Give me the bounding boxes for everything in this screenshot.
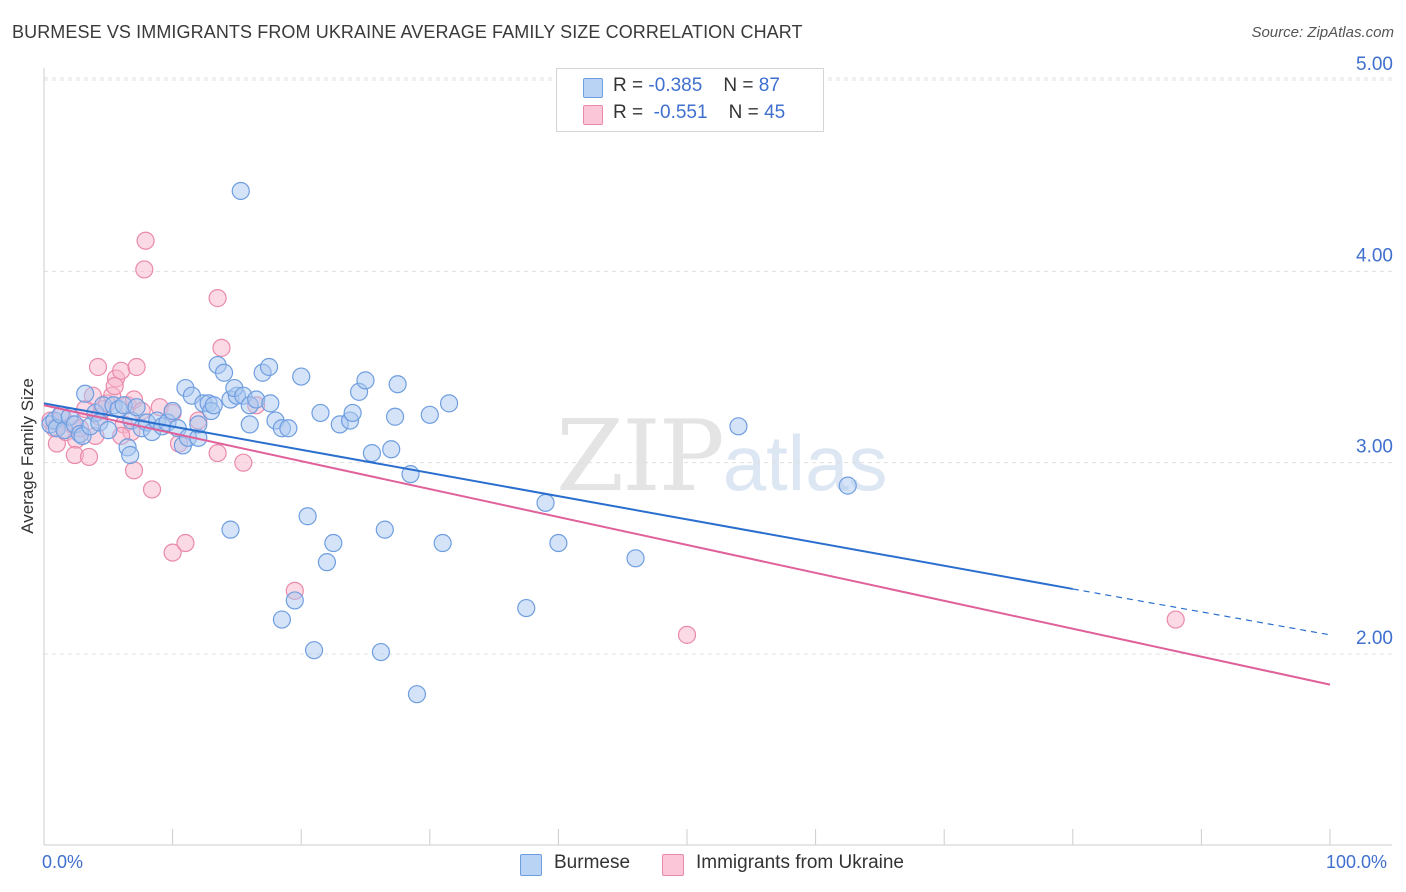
burmese-swatch xyxy=(583,78,603,98)
burmese-point-85 xyxy=(517,598,536,618)
ukraine-swatch xyxy=(583,105,603,125)
burmese-point-36 xyxy=(189,415,208,434)
y-tick-labels: 2.00 3.00 4.00 5.00 xyxy=(1356,54,1393,649)
ukraine-point-28 xyxy=(124,461,144,480)
burmese-point-62 xyxy=(382,440,401,459)
series-legend: Burmese Immigrants from Ukraine xyxy=(0,852,1406,878)
ukraine-point-35 xyxy=(208,289,227,308)
legend-label-burmese: Burmese xyxy=(554,852,631,873)
ukraine-point-45 xyxy=(1166,610,1185,629)
burmese-point-61 xyxy=(362,444,382,463)
ukraine-point-25 xyxy=(88,357,108,377)
grid-lines xyxy=(44,77,1392,655)
stats-text-ukraine: R = -0.551 N = 45 xyxy=(613,102,786,123)
burmese-point-72 xyxy=(375,520,394,539)
burmese-point-64 xyxy=(388,375,407,394)
x-tick-label-min: 0.0% xyxy=(42,852,84,872)
source-label: Source: ZipAtlas.com xyxy=(1251,24,1394,41)
burmese-point-81 xyxy=(285,591,304,610)
watermark-zip: ZIP xyxy=(556,400,725,514)
burmese-point-50 xyxy=(261,394,280,413)
burmese-point-60 xyxy=(343,403,362,423)
ukraine-legend-swatch xyxy=(662,854,684,876)
burmese-point-82 xyxy=(304,641,324,660)
stats-legend: R = -0.385 N = 87 R = -0.551 N = 45 xyxy=(556,68,824,132)
burmese-trend-line xyxy=(43,402,1073,590)
burmese-point-70 xyxy=(324,533,343,553)
burmese-point-47 xyxy=(240,415,259,434)
burmese-point-55 xyxy=(311,403,330,423)
burmese-point-53 xyxy=(279,419,298,438)
burmese-point-77 xyxy=(626,549,645,568)
burmese-point-49 xyxy=(259,357,279,377)
burmese-point-27 xyxy=(163,401,182,421)
burmese-point-54 xyxy=(292,367,311,386)
ukraine-point-36 xyxy=(212,338,231,357)
burmese-point-40 xyxy=(204,396,223,415)
ukraine-series xyxy=(41,231,1185,644)
ukraine-point-44 xyxy=(677,625,697,644)
ukraine-point-26 xyxy=(105,377,124,396)
burmese-point-79 xyxy=(838,476,857,495)
y-tick-label-3: 5.00 xyxy=(1356,54,1393,75)
y-tick-label-1: 3.00 xyxy=(1356,437,1393,458)
burmese-point-75 xyxy=(536,493,555,512)
burmese-trend-extension xyxy=(1072,588,1331,636)
burmese-series xyxy=(41,181,857,704)
ukraine-point-23 xyxy=(127,357,146,377)
ukraine-point-42 xyxy=(176,533,195,553)
burmese-point-20 xyxy=(127,398,146,417)
ukraine-trend-line xyxy=(43,404,1331,686)
ukraine-point-18 xyxy=(112,361,131,380)
trend-lines xyxy=(43,402,1331,686)
chart-title: BURMESE VS IMMIGRANTS FROM UKRAINE AVERA… xyxy=(12,22,803,42)
burmese-point-9 xyxy=(76,384,95,403)
ukraine-point-41 xyxy=(163,543,182,562)
burmese-point-68 xyxy=(221,520,240,539)
burmese-legend-swatch xyxy=(520,854,542,876)
burmese-point-73 xyxy=(433,533,452,553)
axes xyxy=(43,68,1392,846)
ukraine-point-39 xyxy=(208,444,227,463)
ukraine-point-29 xyxy=(142,480,162,499)
y-axis-label: Average Family Size xyxy=(18,378,37,534)
y-tick-label-0: 2.00 xyxy=(1356,628,1393,649)
burmese-point-65 xyxy=(420,405,439,424)
burmese-point-76 xyxy=(549,533,568,553)
ukraine-point-10 xyxy=(79,447,99,467)
burmese-point-14 xyxy=(99,421,118,440)
burmese-point-71 xyxy=(317,553,337,572)
x-tick-label-max: 100.0% xyxy=(1326,852,1388,872)
ukraine-point-40 xyxy=(234,453,253,472)
y-tick-label-2: 4.00 xyxy=(1356,245,1393,266)
burmese-point-84 xyxy=(407,685,427,704)
ukraine-point-33 xyxy=(136,231,155,250)
legend-label-ukraine: Immigrants from Ukraine xyxy=(696,852,904,873)
burmese-point-63 xyxy=(385,407,405,426)
burmese-point-66 xyxy=(439,394,459,413)
burmese-point-80 xyxy=(272,610,292,629)
stats-text-burmese: R = -0.385 N = 87 xyxy=(613,75,780,96)
burmese-point-86 xyxy=(121,445,140,465)
burmese-point-67 xyxy=(231,181,250,201)
burmese-point-39 xyxy=(214,363,234,382)
ukraine-point-34 xyxy=(135,260,154,279)
burmese-point-83 xyxy=(371,642,391,662)
burmese-point-69 xyxy=(298,507,317,526)
burmese-point-78 xyxy=(729,417,748,436)
burmese-point-59 xyxy=(356,371,375,390)
